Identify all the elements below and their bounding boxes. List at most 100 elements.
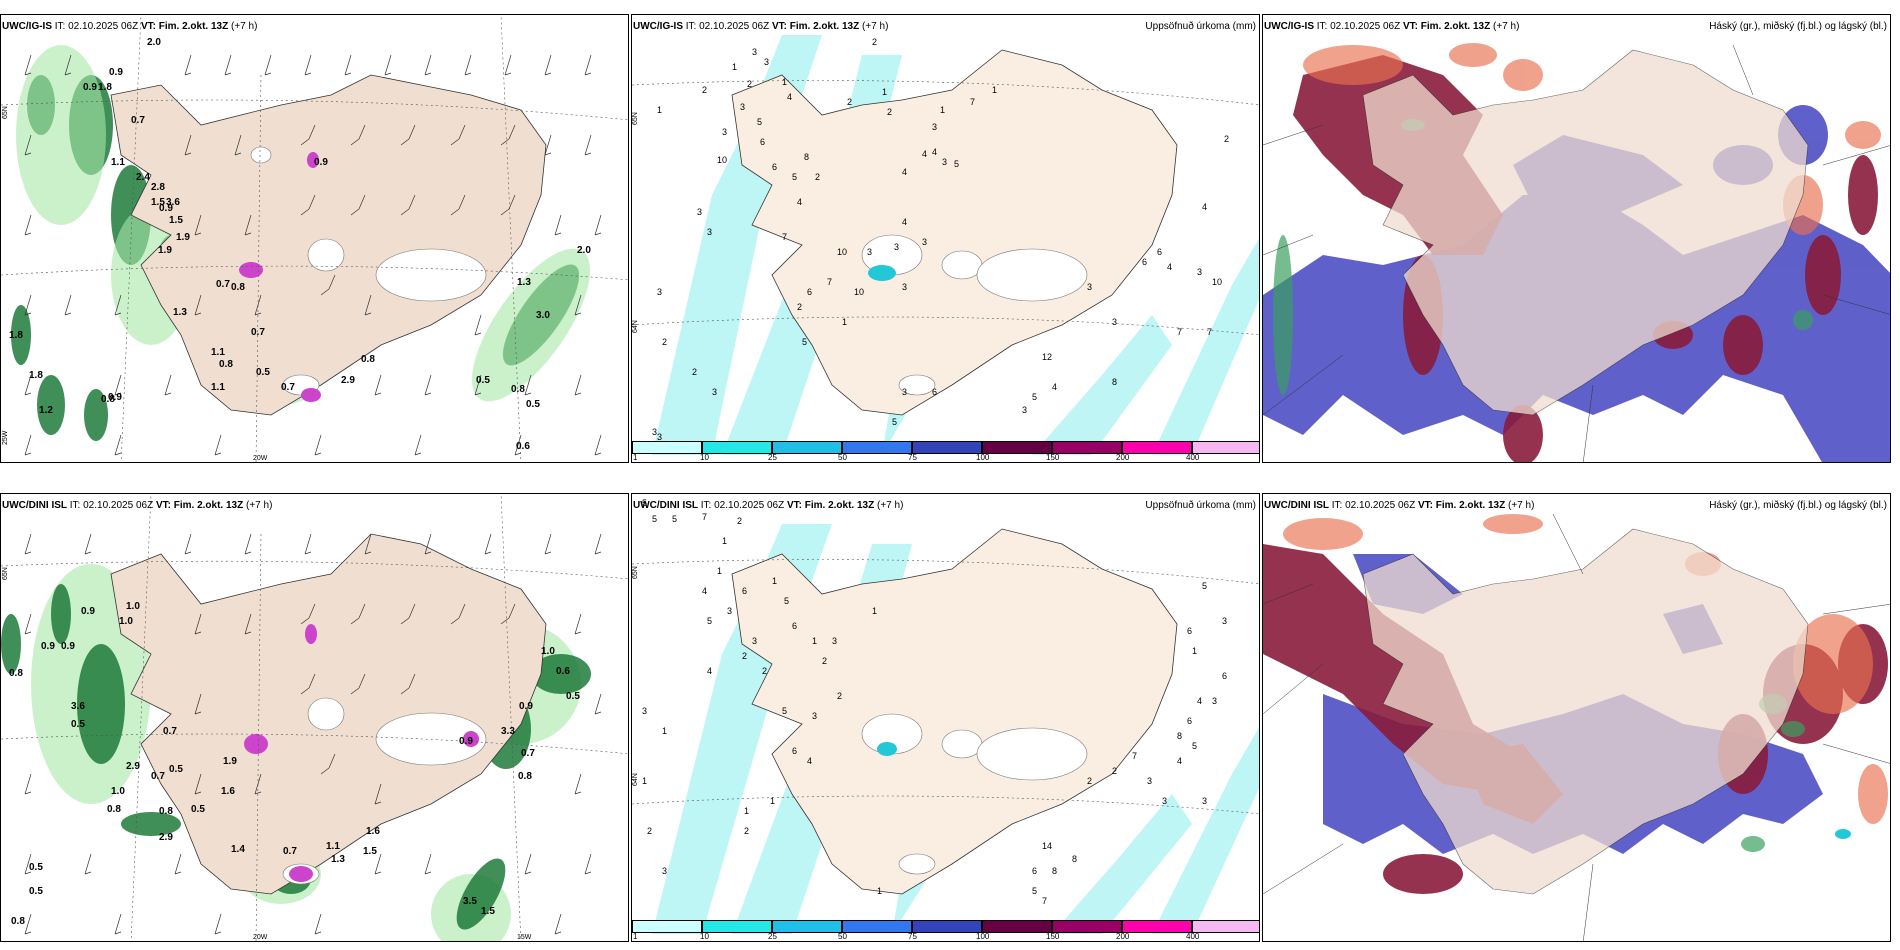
value-labels-top: 0.9 0.7 1.1 2.4 1.5 3.6 1.9 1.9 0.7 0.9 … [9, 67, 591, 452]
panel-title: UWC/IG-IS IT: 02.10.2025 06Z VT: Fim. 2.… [1264, 21, 1520, 32]
svg-text:4: 4 [1177, 756, 1182, 766]
svg-text:7: 7 [1042, 896, 1047, 906]
svg-text:3: 3 [652, 427, 657, 437]
svg-text:1.1: 1.1 [111, 157, 125, 168]
svg-text:4: 4 [932, 147, 937, 157]
legend-box-10 [702, 441, 772, 454]
svg-text:0.7: 0.7 [281, 382, 295, 393]
svg-text:1.3: 1.3 [331, 854, 345, 865]
lat-label: 64N [632, 773, 639, 786]
iceland-landmass [731, 528, 1178, 895]
svg-text:0.8: 0.8 [101, 394, 115, 405]
graticule [632, 80, 1259, 336]
svg-text:1: 1 [940, 105, 945, 115]
svg-text:3.3: 3.3 [501, 726, 515, 737]
svg-text:4: 4 [1197, 696, 1202, 706]
svg-text:0.9: 0.9 [83, 82, 97, 93]
map-precip: 3 3 2 1 2 1 3 4 5 6 6 3 10 8 5 2 1 2 2 3… [632, 35, 1259, 455]
legend-label: 75 [908, 932, 917, 941]
svg-text:8: 8 [804, 152, 809, 162]
svg-text:1: 1 [772, 576, 777, 586]
svg-text:4: 4 [1202, 202, 1207, 212]
svg-text:5: 5 [782, 706, 787, 716]
svg-text:1: 1 [717, 566, 722, 576]
svg-text:6: 6 [1142, 257, 1147, 267]
svg-text:1: 1 [662, 726, 667, 736]
svg-text:8: 8 [1052, 866, 1057, 876]
legend-label: 400 [1186, 932, 1200, 941]
wind-barbs [24, 533, 602, 935]
svg-text:1.1: 1.1 [211, 347, 225, 358]
map-wind-barbs: 2.0 0.9 0.7 1.1 2.4 1.5 3.6 1.9 1.9 0.7 … [1, 15, 628, 462]
svg-text:3: 3 [902, 387, 907, 397]
panel-title: UWC/IG-IS IT: 02.10.2025 06Z VT: Fim. 2.… [633, 21, 889, 32]
svg-text:3: 3 [867, 247, 872, 257]
svg-text:4: 4 [902, 167, 907, 177]
lat-label: 65N [2, 106, 9, 119]
svg-text:2: 2 [1087, 776, 1092, 786]
svg-text:0.8: 0.8 [518, 771, 532, 782]
svg-text:1.5: 1.5 [169, 215, 183, 226]
svg-text:1: 1 [770, 796, 775, 806]
svg-text:1: 1 [1192, 646, 1197, 656]
svg-text:2: 2 [742, 651, 747, 661]
svg-text:1.6: 1.6 [366, 826, 380, 837]
graticule [1, 15, 628, 462]
svg-text:6: 6 [807, 287, 812, 297]
svg-text:0.9: 0.9 [108, 392, 122, 403]
svg-text:5: 5 [757, 117, 762, 127]
legend-label: 1 [633, 932, 638, 941]
svg-text:6: 6 [760, 137, 765, 147]
svg-text:1: 1 [722, 536, 727, 546]
svg-text:1.0: 1.0 [119, 616, 133, 627]
svg-text:1.0: 1.0 [111, 786, 125, 797]
svg-text:5: 5 [802, 337, 807, 347]
grid-lines [1263, 44, 1890, 462]
iceland-landmass [1362, 49, 1809, 416]
svg-text:1.1: 1.1 [326, 841, 340, 852]
svg-text:0.9: 0.9 [41, 641, 55, 652]
svg-text:0.9: 0.9 [459, 736, 473, 747]
legend-label: 10 [700, 453, 709, 462]
legend-label: 150 [1046, 932, 1060, 941]
svg-text:14: 14 [1042, 841, 1052, 851]
svg-text:8: 8 [1072, 854, 1077, 864]
legend-box-1 [632, 441, 702, 454]
svg-text:0.5: 0.5 [169, 764, 183, 775]
panel-clouds-top: UWC/IG-IS IT: 02.10.2025 06Z VT: Fim. 2.… [1262, 14, 1891, 463]
grid-lines [1263, 513, 1890, 941]
svg-text:3: 3 [1087, 282, 1092, 292]
legend-box-100 [982, 920, 1052, 933]
svg-text:3: 3 [942, 157, 947, 167]
svg-text:3: 3 [1212, 696, 1217, 706]
panel-wind-showers-top: UWC/IG-IS IT: 02.10.2025 06Z VT: Fim. 2.… [0, 14, 629, 463]
legend-label: 100 [976, 453, 990, 462]
svg-text:4: 4 [787, 92, 792, 102]
svg-text:2.4: 2.4 [136, 172, 150, 183]
value-labels-bottom: 0.9 1.0 0.9 0.9 0.8 3.6 0.5 0.7 2.9 1.0 … [9, 601, 580, 927]
svg-text:2.9: 2.9 [126, 761, 140, 772]
svg-text:0.8: 0.8 [361, 354, 375, 365]
legend-box-150 [1052, 920, 1122, 933]
svg-text:0.8: 0.8 [159, 806, 173, 817]
svg-text:3: 3 [1222, 616, 1227, 626]
glaciers [250, 146, 487, 396]
lat-label: 65N [632, 566, 639, 579]
svg-text:2: 2 [815, 172, 820, 182]
svg-text:5: 5 [954, 159, 959, 169]
svg-text:2.0: 2.0 [577, 245, 591, 256]
svg-text:5: 5 [642, 498, 647, 508]
svg-text:5: 5 [892, 417, 897, 427]
svg-text:3: 3 [697, 207, 702, 217]
svg-text:0.5: 0.5 [526, 399, 540, 410]
svg-text:0.7: 0.7 [216, 279, 230, 290]
svg-text:7: 7 [1132, 751, 1137, 761]
svg-text:2: 2 [847, 97, 852, 107]
svg-text:10: 10 [854, 287, 864, 297]
panel-subtitle: Uppsöfnuð úrkoma (mm) [1145, 21, 1256, 32]
map-wind-barbs: 0.9 1.0 0.9 0.9 0.8 3.6 0.5 0.7 2.9 1.0 … [1, 494, 628, 941]
glaciers [861, 713, 1088, 875]
svg-text:1: 1 [882, 87, 887, 97]
svg-text:6: 6 [742, 586, 747, 596]
svg-text:3: 3 [1162, 796, 1167, 806]
